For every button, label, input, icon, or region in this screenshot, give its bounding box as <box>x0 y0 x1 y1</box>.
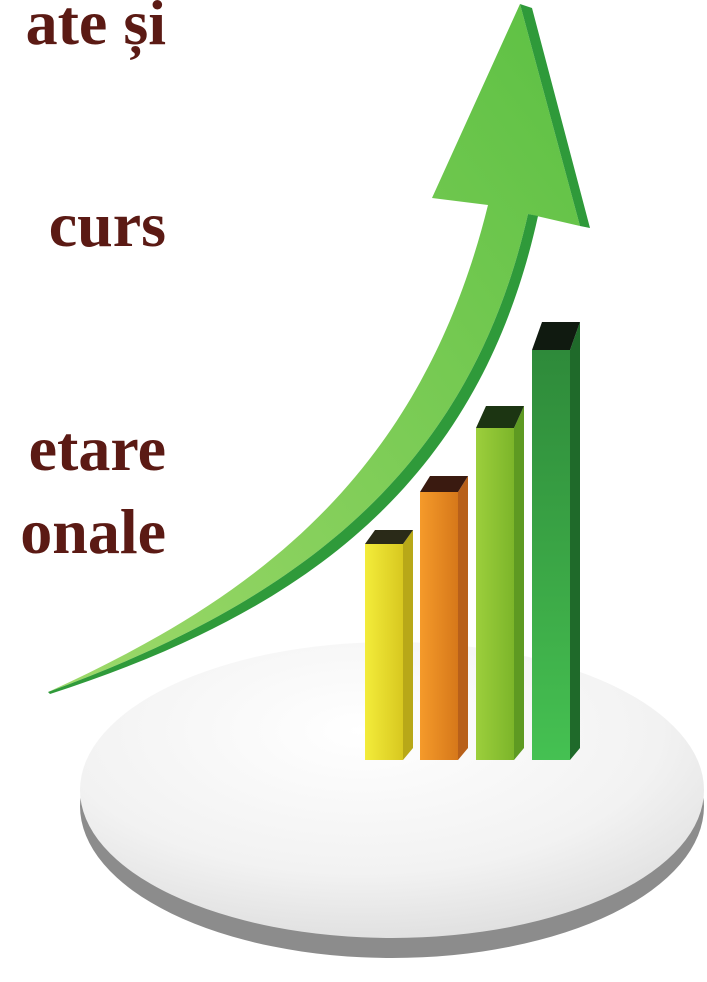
bar-orange <box>420 492 458 760</box>
bar-side <box>570 322 580 760</box>
text-line: onale <box>20 496 166 567</box>
text-line: etare <box>29 413 166 484</box>
bar-darkgreen <box>532 350 570 760</box>
bar-lightgreen <box>476 428 514 760</box>
arrow-edge <box>48 4 590 694</box>
bar-top <box>420 476 468 492</box>
bar-yellow <box>365 544 403 760</box>
text-line: ate și <box>26 0 166 61</box>
bar-side <box>514 406 524 760</box>
bar-top <box>532 322 580 350</box>
text-line: curs <box>49 189 166 260</box>
bar-side <box>458 476 468 760</box>
bar-top <box>476 406 524 428</box>
illustration <box>48 4 704 958</box>
bar-top <box>365 530 413 544</box>
arrow <box>48 4 580 692</box>
bar-side <box>403 530 413 760</box>
text-block: ate și curs etare onale <box>20 0 166 567</box>
